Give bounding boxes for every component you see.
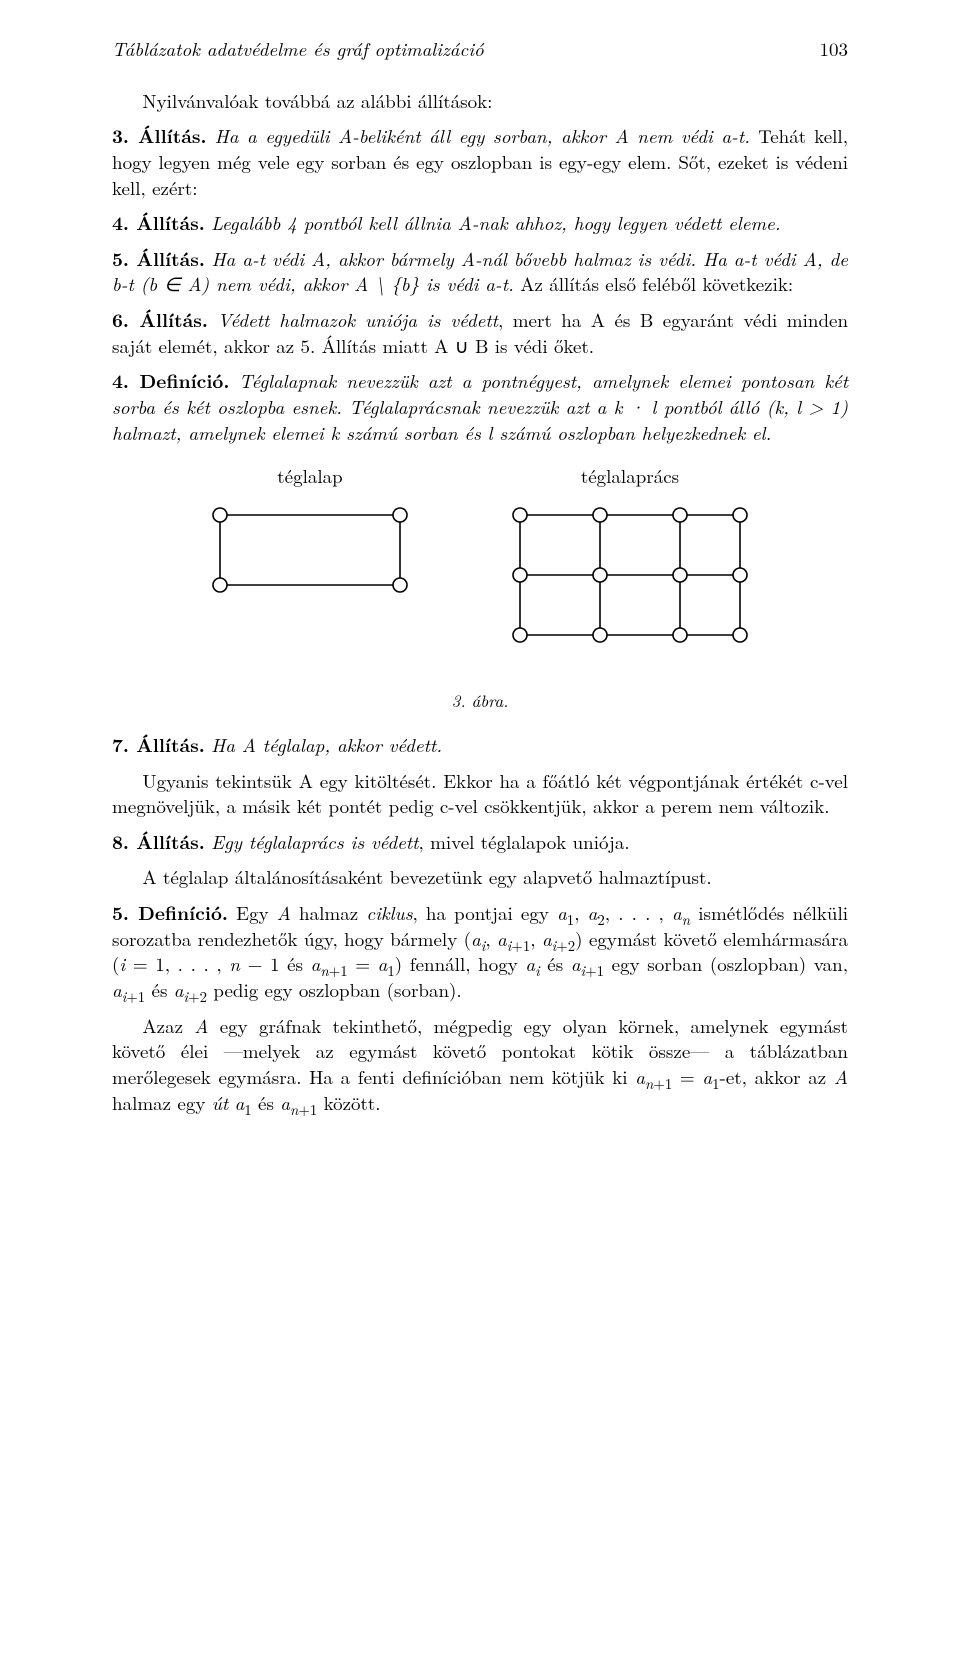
statement-4-body: Legalább 4 pontból kell állnia A-nak ahh… <box>211 209 781 236</box>
figure-row: téglalap téglalaprács <box>112 463 848 665</box>
statement-5-tail: Az állítás első feléből következik: <box>520 270 793 297</box>
figure-caption: 3. ábra. <box>112 689 848 712</box>
figure-teglalap-label: téglalap <box>200 463 420 489</box>
definition-4: 4. Definíció. Téglalapnak nevezzük azt a… <box>112 368 848 445</box>
statement-4: 4. Állítás. Legalább 4 pontból kell álln… <box>112 210 848 236</box>
figure-teglalapracs-svg <box>500 495 760 665</box>
figure-teglalap-svg <box>200 495 420 605</box>
definition-5: 5. Definíció. Egy A halmaz ciklus, ha po… <box>112 900 848 1003</box>
intro-line: Nyilvánvalóak továbbá az alábbi állításo… <box>112 88 848 114</box>
statement-6-head: 6. Állítás. <box>112 305 208 333</box>
figure-teglalapracs: téglalaprács <box>500 463 760 665</box>
definition-4-head: 4. Definíció. <box>112 366 229 394</box>
statement-8-body: Egy téglalaprács is védett <box>211 828 418 855</box>
statement-4-head: 4. Állítás. <box>112 208 205 236</box>
statement-7-para: Ugyanis tekintsük A egy kitöltését. Ekko… <box>112 768 848 819</box>
statement-5: 5. Állítás. Ha a-t védi A, akkor bármely… <box>112 246 848 297</box>
statement-6-body: Védett halmazok uniója is védett <box>217 306 498 333</box>
statement-7-body: Ha A téglalap, akkor védett. <box>211 731 442 758</box>
statement-3: 3. Állítás. Ha a egyedüli A-beliként áll… <box>112 123 848 200</box>
page-number: 103 <box>819 36 848 62</box>
statement-3-head: 3. Állítás. <box>112 121 207 149</box>
bridge-para: A téglalap általánosításaként bevezetünk… <box>112 864 848 890</box>
page: Táblázatok adatvédelme és gráf optimaliz… <box>0 0 960 1173</box>
closing-para: Azaz A egy gráfnak tekinthető, mégpedig … <box>112 1013 848 1116</box>
statement-8: 8. Állítás. Egy téglalaprács is védett, … <box>112 829 848 855</box>
statement-6: 6. Állítás. Védett halmazok uniója is vé… <box>112 307 848 358</box>
statement-7-head: 7. Állítás. <box>112 730 205 758</box>
running-head: Táblázatok adatvédelme és gráf optimaliz… <box>112 36 848 62</box>
figure-teglalap: téglalap <box>200 463 420 665</box>
statement-8-tail: , mivel téglalapok uniója. <box>418 828 629 855</box>
figure-teglalapracs-label: téglalaprács <box>500 463 760 489</box>
running-title: Táblázatok adatvédelme és gráf optimaliz… <box>112 36 484 62</box>
statement-8-head: 8. Állítás. <box>112 827 205 855</box>
statement-3-body: Ha a egyedüli A-beliként áll egy sorban,… <box>215 122 750 149</box>
statement-5-head: 5. Állítás. <box>112 244 205 272</box>
statement-7: 7. Állítás. Ha A téglalap, akkor védett. <box>112 732 848 758</box>
definition-5-head: 5. Definíció. <box>112 898 228 926</box>
